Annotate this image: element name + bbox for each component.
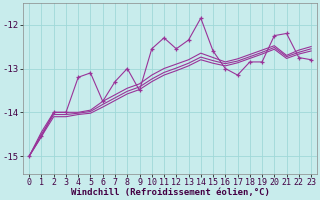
X-axis label: Windchill (Refroidissement éolien,°C): Windchill (Refroidissement éolien,°C) [71, 188, 269, 197]
